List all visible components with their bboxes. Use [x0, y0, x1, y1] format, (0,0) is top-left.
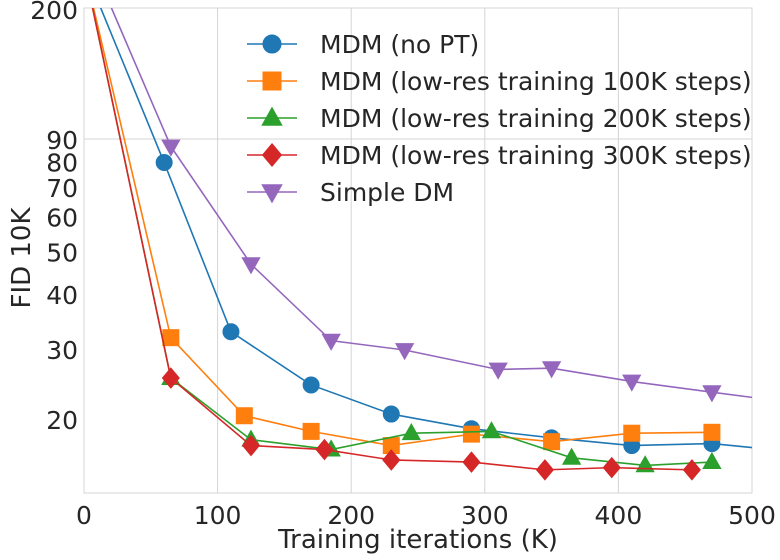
data-point-4-3 — [321, 333, 341, 351]
y-tick-label: 30 — [46, 336, 78, 365]
y-tick-label: 60 — [46, 204, 78, 233]
x-tick-label: 400 — [595, 501, 643, 530]
data-point-0-2 — [222, 323, 240, 341]
data-point-3-1 — [161, 367, 180, 389]
data-point-1-8 — [703, 423, 721, 441]
data-point-2-8 — [702, 451, 722, 470]
data-point-3-3 — [315, 438, 334, 461]
data-point-3-7 — [602, 456, 621, 479]
data-point-4-6 — [541, 361, 562, 379]
data-point-1-6 — [543, 433, 561, 451]
legend-marker-4 — [261, 184, 283, 204]
y-tick-label: 50 — [46, 238, 78, 267]
legend-label-2: MDM (low-res training 200K steps) — [320, 104, 752, 133]
x-tick-label: 500 — [728, 501, 776, 530]
y-tick-label: 40 — [46, 281, 78, 310]
data-point-3-2 — [241, 434, 261, 457]
legend-label-1: MDM (low-res training 100K steps) — [320, 67, 752, 96]
legend-marker-0 — [262, 34, 282, 54]
data-point-0-3 — [302, 376, 320, 394]
x-tick-label: 100 — [194, 501, 242, 530]
legend-marker-3 — [261, 142, 283, 168]
data-point-4-2 — [241, 257, 261, 275]
y-axis-title: FID 10K — [7, 207, 37, 309]
data-point-3-4 — [382, 449, 401, 471]
data-point-4-5 — [488, 362, 508, 380]
data-point-3-5 — [462, 451, 481, 473]
data-point-3-6 — [535, 459, 554, 481]
legend-label-4: Simple DM — [320, 178, 454, 207]
series-layer — [91, 8, 752, 481]
data-point-2-5 — [481, 421, 502, 439]
legend-marker-2 — [261, 106, 283, 126]
x-tick-label: 0 — [76, 501, 92, 530]
legend-marker-1 — [262, 71, 282, 91]
data-point-3-8 — [682, 459, 701, 481]
series-line-4 — [110, 8, 752, 399]
y-tick-label: 200 — [30, 0, 78, 25]
data-point-1-2 — [235, 407, 253, 425]
data-point-2-4 — [401, 422, 421, 441]
y-tick-label: 70 — [46, 174, 78, 203]
data-point-1-5 — [462, 425, 480, 443]
x-tick-label: 200 — [327, 501, 375, 530]
x-axis-title: Training iterations (K) — [277, 525, 558, 555]
legend-label-0: MDM (no PT) — [320, 30, 479, 59]
y-tick-label: 90 — [46, 126, 78, 155]
data-point-4-1 — [161, 139, 181, 157]
data-point-4-8 — [702, 385, 722, 403]
data-point-1-7 — [623, 424, 641, 442]
legend: MDM (no PT) MDM (low-res training 100K st… — [247, 30, 752, 207]
data-point-2-6 — [561, 447, 582, 465]
data-point-1-1 — [162, 329, 180, 347]
data-point-4-7 — [622, 374, 642, 392]
data-point-1-3 — [302, 422, 320, 440]
y-tick-label: 80 — [46, 149, 78, 178]
grid-layer — [83, 7, 753, 494]
y-tick-label: 20 — [46, 406, 78, 435]
series-group — [91, 8, 752, 481]
data-point-4-4 — [394, 343, 415, 361]
x-tick-label: 300 — [461, 501, 509, 530]
series-line-0 — [99, 8, 752, 449]
data-point-0-4 — [382, 405, 400, 423]
legend-label-3: MDM (low-res training 300K steps) — [320, 141, 752, 170]
data-point-0-1 — [155, 154, 173, 172]
plot-frame — [83, 7, 753, 494]
